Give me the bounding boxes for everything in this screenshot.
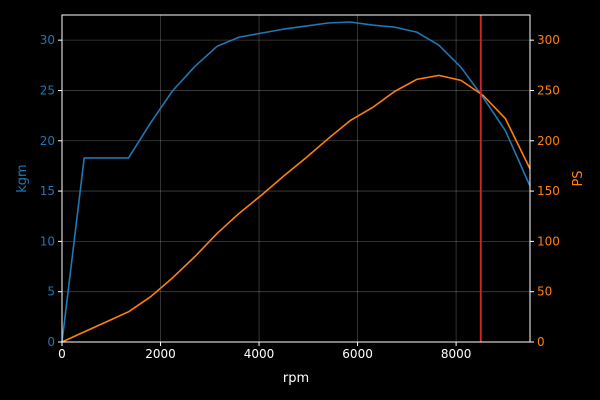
left-tick-label: 30: [40, 33, 55, 47]
left-axis-ticks: 0 5 10 15 20 25 30: [40, 33, 62, 349]
series-layer: [61, 21, 531, 343]
x-tick-label: 0: [58, 347, 66, 361]
ps-series-line: [61, 74, 531, 343]
kgm-series-line: [61, 21, 531, 343]
x-axis-label: rpm: [283, 371, 309, 386]
right-axis-label: PS: [571, 170, 586, 186]
left-tick-label: 20: [40, 134, 55, 148]
right-tick-label: 50: [537, 285, 552, 299]
left-tick-label: 5: [47, 285, 55, 299]
x-tick-label: 2000: [145, 347, 176, 361]
right-tick-label: 200: [537, 134, 560, 148]
right-tick-label: 250: [537, 83, 560, 97]
right-tick-label: 100: [537, 234, 560, 248]
left-tick-label: 15: [40, 184, 55, 198]
x-axis-ticks: 0 2000 4000 6000 8000: [58, 342, 471, 361]
left-tick-label: 25: [40, 83, 55, 97]
x-tick-label: 6000: [342, 347, 373, 361]
right-tick-label: 300: [537, 33, 560, 47]
left-tick-label: 10: [40, 234, 55, 248]
x-tick-label: 4000: [244, 347, 275, 361]
plot-frame: [61, 14, 531, 343]
right-axis-ticks: 0 50 100 150 200 250 300: [530, 33, 560, 349]
right-tick-label: 0: [537, 335, 545, 349]
right-tick-label: 150: [537, 184, 560, 198]
left-axis-label: kgm: [15, 164, 30, 192]
x-tick-label: 8000: [441, 347, 472, 361]
left-tick-label: 0: [47, 335, 55, 349]
